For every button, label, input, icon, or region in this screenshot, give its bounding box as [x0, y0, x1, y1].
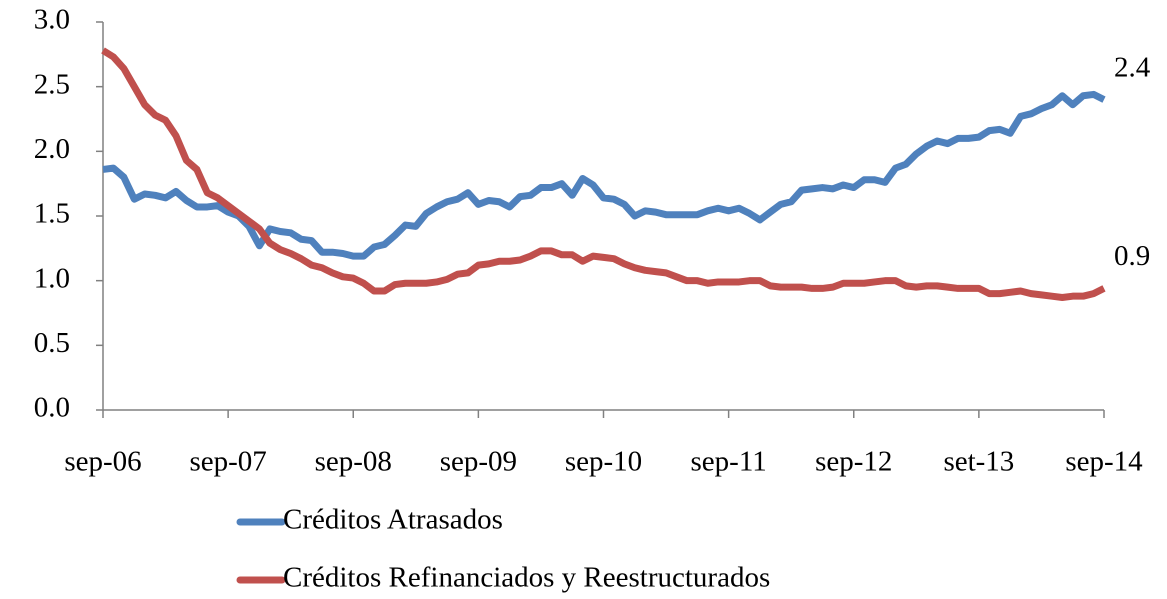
x-tick-label: sep-11 [691, 446, 767, 478]
legend-label: Créditos Refinanciados y Reestructurados [283, 562, 770, 594]
end-label: 0.9 [1114, 240, 1150, 272]
y-tick-label: 0.5 [34, 327, 70, 359]
data-line [101, 47, 1106, 301]
y-tick-label: 1.5 [34, 198, 70, 230]
y-tick-label: 3.0 [34, 4, 70, 36]
x-tick-label: sep-07 [189, 446, 266, 478]
x-tick-label: set-13 [943, 446, 1014, 478]
x-tick-label: sep-10 [565, 446, 642, 478]
y-tick-label: 2.5 [34, 68, 70, 100]
x-tick-label: sep-06 [64, 446, 141, 478]
x-tick-label: sep-12 [815, 446, 892, 478]
legend-label: Créditos Atrasados [283, 504, 503, 536]
y-tick-label: 0.0 [34, 392, 70, 424]
data-line [102, 90, 1106, 260]
x-tick-label: sep-09 [440, 446, 517, 478]
x-tick-label: sep-08 [315, 446, 392, 478]
y-tick-label: 1.0 [34, 262, 70, 294]
x-tick-label: sep-14 [1065, 446, 1143, 478]
end-label: 2.4 [1114, 51, 1151, 83]
y-tick-label: 2.0 [34, 133, 70, 165]
